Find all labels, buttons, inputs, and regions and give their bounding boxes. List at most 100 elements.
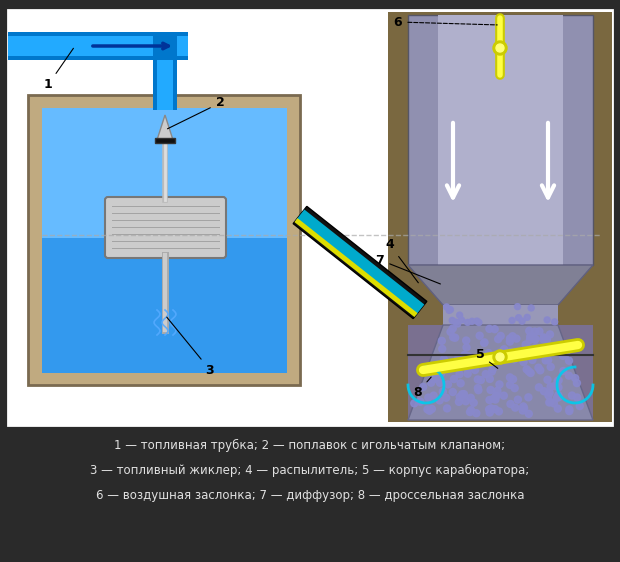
Circle shape [491,326,498,333]
Circle shape [515,303,521,310]
Circle shape [560,368,567,374]
Circle shape [543,336,551,343]
Circle shape [454,356,461,362]
Circle shape [542,350,549,357]
Circle shape [473,410,480,416]
Circle shape [480,339,487,346]
Circle shape [500,346,508,353]
Circle shape [540,336,547,343]
Circle shape [532,336,539,342]
Text: 6: 6 [394,16,497,29]
Circle shape [497,333,504,339]
Circle shape [565,372,572,379]
Circle shape [464,362,471,369]
Polygon shape [157,115,173,140]
Circle shape [487,387,494,393]
Circle shape [460,360,467,367]
Circle shape [516,315,521,321]
Circle shape [428,405,435,413]
Circle shape [546,399,553,406]
Circle shape [461,391,467,397]
Circle shape [440,356,448,362]
Circle shape [525,314,530,320]
Circle shape [512,349,520,356]
Circle shape [511,384,518,392]
Circle shape [552,319,557,325]
Circle shape [435,370,442,377]
Circle shape [492,392,499,400]
Circle shape [475,387,482,393]
FancyBboxPatch shape [408,325,443,420]
Circle shape [574,379,580,387]
Circle shape [507,335,513,342]
Circle shape [485,406,493,413]
Circle shape [431,375,438,382]
Circle shape [444,364,451,371]
Circle shape [430,376,436,383]
Text: 3 — топливный жиклер; 4 — распылитель; 5 — корпус карабюратора;: 3 — топливный жиклер; 4 — распылитель; 5… [91,464,529,477]
Circle shape [463,337,470,344]
FancyBboxPatch shape [8,36,188,56]
Circle shape [512,404,519,411]
Circle shape [545,392,552,399]
Circle shape [492,406,498,413]
Circle shape [490,356,497,364]
Circle shape [441,364,448,370]
Circle shape [493,41,507,55]
Circle shape [432,365,439,371]
FancyBboxPatch shape [42,108,287,238]
Circle shape [572,375,578,382]
Circle shape [445,381,451,388]
Circle shape [489,368,495,375]
Circle shape [456,393,463,401]
Circle shape [486,409,494,416]
Circle shape [476,320,482,325]
Circle shape [459,317,464,323]
Circle shape [544,317,550,323]
Circle shape [477,377,484,384]
FancyBboxPatch shape [42,108,287,373]
Circle shape [544,357,552,364]
Text: 3: 3 [167,317,215,377]
Circle shape [463,344,470,351]
FancyBboxPatch shape [155,138,175,143]
Circle shape [467,395,474,401]
Circle shape [424,406,431,413]
Text: 5: 5 [476,348,498,368]
Circle shape [522,341,529,348]
Circle shape [447,328,454,336]
Circle shape [500,347,507,354]
Circle shape [426,407,433,414]
Circle shape [469,318,475,324]
Text: 8: 8 [414,377,431,398]
Circle shape [515,396,521,403]
Circle shape [445,360,452,367]
FancyBboxPatch shape [388,12,612,422]
Circle shape [438,337,445,345]
Circle shape [500,392,507,399]
Circle shape [457,380,464,387]
Circle shape [443,405,451,412]
FancyBboxPatch shape [153,32,177,60]
Circle shape [511,356,518,363]
Polygon shape [296,210,424,315]
Circle shape [490,395,497,402]
Circle shape [540,334,547,341]
Circle shape [520,359,527,365]
Circle shape [459,358,466,365]
FancyBboxPatch shape [558,325,593,420]
Circle shape [420,383,427,391]
Circle shape [464,319,471,325]
Circle shape [531,328,538,335]
Circle shape [535,364,542,371]
Circle shape [551,383,558,389]
Circle shape [443,395,450,401]
Circle shape [436,379,443,386]
Circle shape [436,397,443,404]
Circle shape [513,335,520,342]
Text: 6 — воздушная заслонка; 7 — диффузор; 8 — дроссельная заслонка: 6 — воздушная заслонка; 7 — диффузор; 8 … [95,488,525,501]
Circle shape [523,366,530,373]
Circle shape [467,407,474,414]
Circle shape [554,405,561,412]
Circle shape [411,400,418,407]
